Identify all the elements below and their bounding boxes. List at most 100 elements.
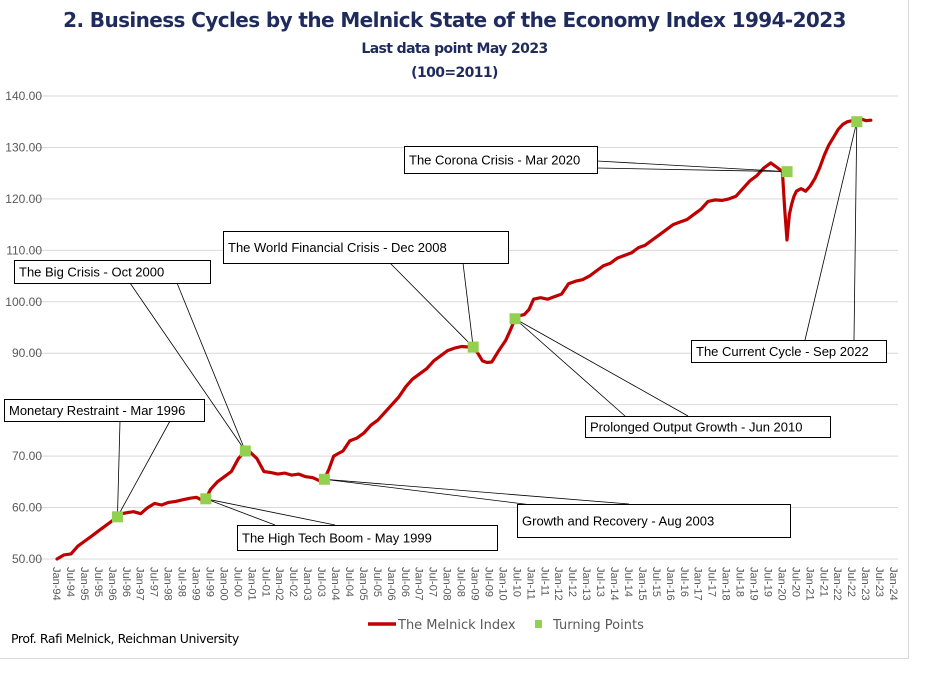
x-tick-label: Jul-16: [678, 567, 690, 597]
legend: The Melnick Index Turning Points: [368, 618, 644, 633]
x-tick-label: Jul-12: [566, 567, 578, 597]
x-tick-label: Jan-24: [887, 567, 899, 601]
x-tick-label: Jan-10: [496, 567, 508, 601]
annotation-box: [237, 525, 498, 551]
annotation-leader-line: [324, 478, 630, 505]
annotation-label: The World Financial Crisis - Dec 2008: [228, 240, 447, 255]
x-tick-label: Jan-96: [106, 567, 118, 601]
chart-frame: [0, 0, 909, 659]
chart-title: 2. Business Cycles by the Melnick State …: [63, 8, 846, 32]
x-tick-label: Jul-20: [789, 567, 801, 597]
y-tick-label: 110.00: [6, 243, 42, 257]
annotation-label: The Big Crisis - Oct 2000: [19, 265, 164, 280]
annotation-box: [517, 504, 791, 538]
x-tick-label: Jul-04: [343, 567, 355, 597]
annotation-leader-line: [205, 498, 336, 526]
annotation-label: The Current Cycle - Sep 2022: [696, 344, 869, 359]
y-tick-label: 130.00: [5, 140, 42, 154]
x-tick-label: Jul-23: [873, 567, 885, 597]
annotation-callout: Prolonged Output Growth - Jun 2010: [585, 416, 831, 438]
turning-point-marker: [239, 445, 251, 457]
annotation-leader-line: [853, 121, 858, 341]
x-tick-label: Jan-14: [608, 567, 620, 601]
annotation-box: [585, 416, 831, 438]
legend-label-index: The Melnick Index: [397, 618, 516, 633]
turning-point-marker: [781, 166, 793, 178]
legend-label-turning-points: Turning Points: [552, 618, 644, 633]
x-tick-label: Jul-09: [482, 567, 494, 597]
annotation-leader-line: [514, 318, 689, 417]
x-tick-label: Jul-14: [622, 567, 634, 597]
x-tick-label: Jul-10: [510, 567, 522, 597]
x-tick-label: Jul-97: [148, 567, 160, 597]
legend-marker-swatch: [535, 620, 542, 628]
annotation-label: Prolonged Output Growth - Jun 2010: [590, 420, 802, 435]
x-tick-label: Jul-19: [761, 567, 773, 597]
y-tick-label: 60.00: [12, 501, 42, 515]
x-tick-label: Jul-21: [817, 567, 829, 597]
x-tick-label: Jan-13: [580, 567, 592, 601]
x-tick-label: Jan-05: [357, 567, 369, 601]
x-tick-label: Jan-23: [859, 567, 871, 601]
x-tick-label: Jul-03: [315, 567, 327, 597]
annotation-callout: Growth and Recovery - Aug 2003: [517, 504, 791, 538]
x-tick-label: Jan-12: [552, 567, 564, 601]
x-tick-label: Jul-00: [231, 567, 243, 597]
annotation-label: The Corona Crisis - Mar 2020: [409, 153, 580, 168]
y-tick-label: 90.00: [12, 346, 42, 360]
annotation-leaders: [117, 121, 858, 526]
annotation-leader-line: [117, 420, 171, 518]
annotation-leader-line: [596, 167, 788, 173]
x-tick-label: Jul-99: [203, 567, 215, 597]
x-tick-label: Jul-06: [399, 567, 411, 597]
x-tick-label: Jan-03: [301, 567, 313, 601]
x-tick-label: Jan-04: [329, 567, 341, 601]
x-tick-label: Jul-01: [259, 567, 271, 597]
y-tick-label: 70.00: [12, 449, 42, 463]
x-tick-label: Jul-94: [64, 567, 76, 597]
x-tick-label: Jan-22: [831, 567, 843, 601]
y-tick-label: 50.00: [12, 552, 42, 566]
x-tick-label: Jan-99: [190, 567, 202, 601]
annotation-callout: The Corona Crisis - Mar 2020: [404, 146, 598, 174]
x-tick-label: Jul-07: [427, 567, 439, 597]
y-axis: 50.00 60.00 70.00 90.00 100.00 110.00 120.00 13…: [5, 89, 42, 566]
annotations: Monetary Restraint - Mar 1996 The High Te…: [4, 146, 887, 551]
annotation-leader-line: [596, 160, 788, 173]
annotation-callout: Monetary Restraint - Mar 1996: [4, 399, 205, 422]
annotation-leader-line: [117, 420, 121, 517]
x-tick-label: Jan-21: [803, 567, 815, 601]
x-tick-label: Jan-02: [273, 567, 285, 601]
x-tick-label: Jul-02: [287, 567, 299, 597]
y-tick-label: 100.00: [5, 295, 42, 309]
annotation-box: [691, 340, 887, 363]
x-tick-label: Jan-17: [692, 567, 704, 601]
annotation-leader-line: [514, 318, 626, 417]
x-tick-label: Jul-13: [594, 567, 606, 597]
melnick-index-line: [55, 117, 873, 561]
annotation-callout: The High Tech Boom - May 1999: [237, 525, 498, 551]
annotation-box: [223, 231, 509, 264]
x-tick-label: Jan-15: [636, 567, 648, 601]
x-tick-label: Jan-94: [50, 567, 62, 601]
annotation-label: Monetary Restraint - Mar 1996: [9, 403, 185, 418]
annotation-box: [14, 260, 211, 284]
turning-point-marker: [509, 313, 521, 325]
x-tick-label: Jul-18: [734, 567, 746, 597]
annotation-leader-line: [324, 478, 533, 506]
x-tick-label: Jan-11: [524, 567, 536, 600]
turning-point-marker: [467, 341, 479, 353]
x-tick-label: Jan-00: [217, 567, 229, 601]
annotation-box: [404, 146, 598, 174]
turning-point-markers: [111, 116, 863, 523]
x-tick-label: Jan-08: [441, 567, 453, 601]
annotation-leader-line: [176, 282, 246, 452]
annotation-leader-line: [205, 498, 276, 526]
x-tick-label: Jul-15: [650, 567, 662, 597]
x-tick-label: Jul-05: [371, 567, 383, 597]
chart-subtitle: Last data point May 2023: [361, 41, 548, 57]
x-tick-label: Jan-19: [748, 567, 760, 601]
x-tick-label: Jan-07: [413, 567, 425, 601]
turning-point-marker: [318, 473, 330, 485]
